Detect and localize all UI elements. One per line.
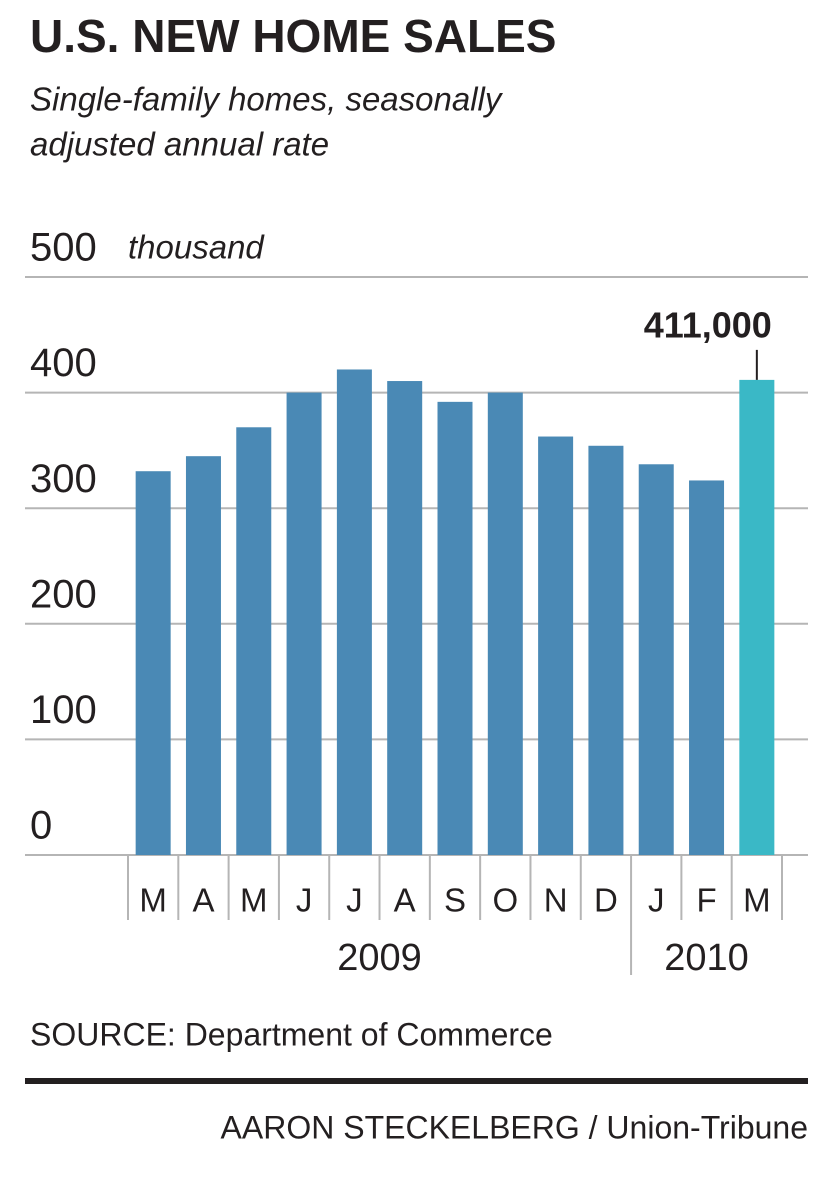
x-tick-label: S — [444, 882, 466, 919]
credit: AARON STECKELBERG / Union-Tribune — [221, 1109, 808, 1145]
rule — [25, 1078, 808, 1084]
y-tick-label: 100 — [30, 688, 97, 732]
bar — [487, 392, 523, 855]
x-tick-label: M — [240, 882, 268, 919]
x-tick-label: F — [696, 882, 716, 919]
y-tick-label: 200 — [30, 572, 97, 616]
group-label: 2009 — [337, 937, 422, 979]
x-tick-label: O — [492, 882, 518, 919]
annotation: 411,000 — [644, 304, 772, 345]
bar — [387, 381, 423, 855]
bar — [538, 436, 574, 855]
x-tick-label: A — [394, 882, 416, 919]
bar — [336, 369, 372, 855]
bar — [739, 379, 775, 855]
bar — [185, 456, 221, 855]
bar — [588, 445, 624, 855]
source: SOURCE: Department of Commerce — [30, 1016, 553, 1052]
x-tick-label: J — [296, 882, 313, 919]
chart-subtitle: Single-family homes, seasonally — [30, 81, 504, 118]
x-tick-label: D — [594, 882, 618, 919]
x-tick-label: A — [192, 882, 214, 919]
x-tick-label: N — [544, 882, 568, 919]
bar — [689, 480, 725, 855]
x-tick-label: M — [743, 882, 771, 919]
x-tick-label: J — [648, 882, 665, 919]
bar — [236, 427, 272, 855]
chart-title: U.S. NEW HOME SALES — [30, 10, 556, 62]
bar — [135, 471, 171, 855]
y-tick-label: 400 — [30, 341, 97, 385]
y-unit: thousand — [128, 229, 265, 266]
y-tick-label: 500 — [30, 226, 97, 270]
bar — [437, 401, 473, 855]
x-tick-label: M — [139, 882, 167, 919]
bar — [286, 392, 322, 855]
bar — [638, 464, 674, 855]
group-label: 2010 — [664, 937, 749, 979]
y-tick-label: 0 — [30, 804, 52, 848]
y-tick-label: 300 — [30, 457, 97, 501]
x-tick-label: J — [346, 882, 363, 919]
chart-subtitle: adjusted annual rate — [30, 126, 329, 163]
